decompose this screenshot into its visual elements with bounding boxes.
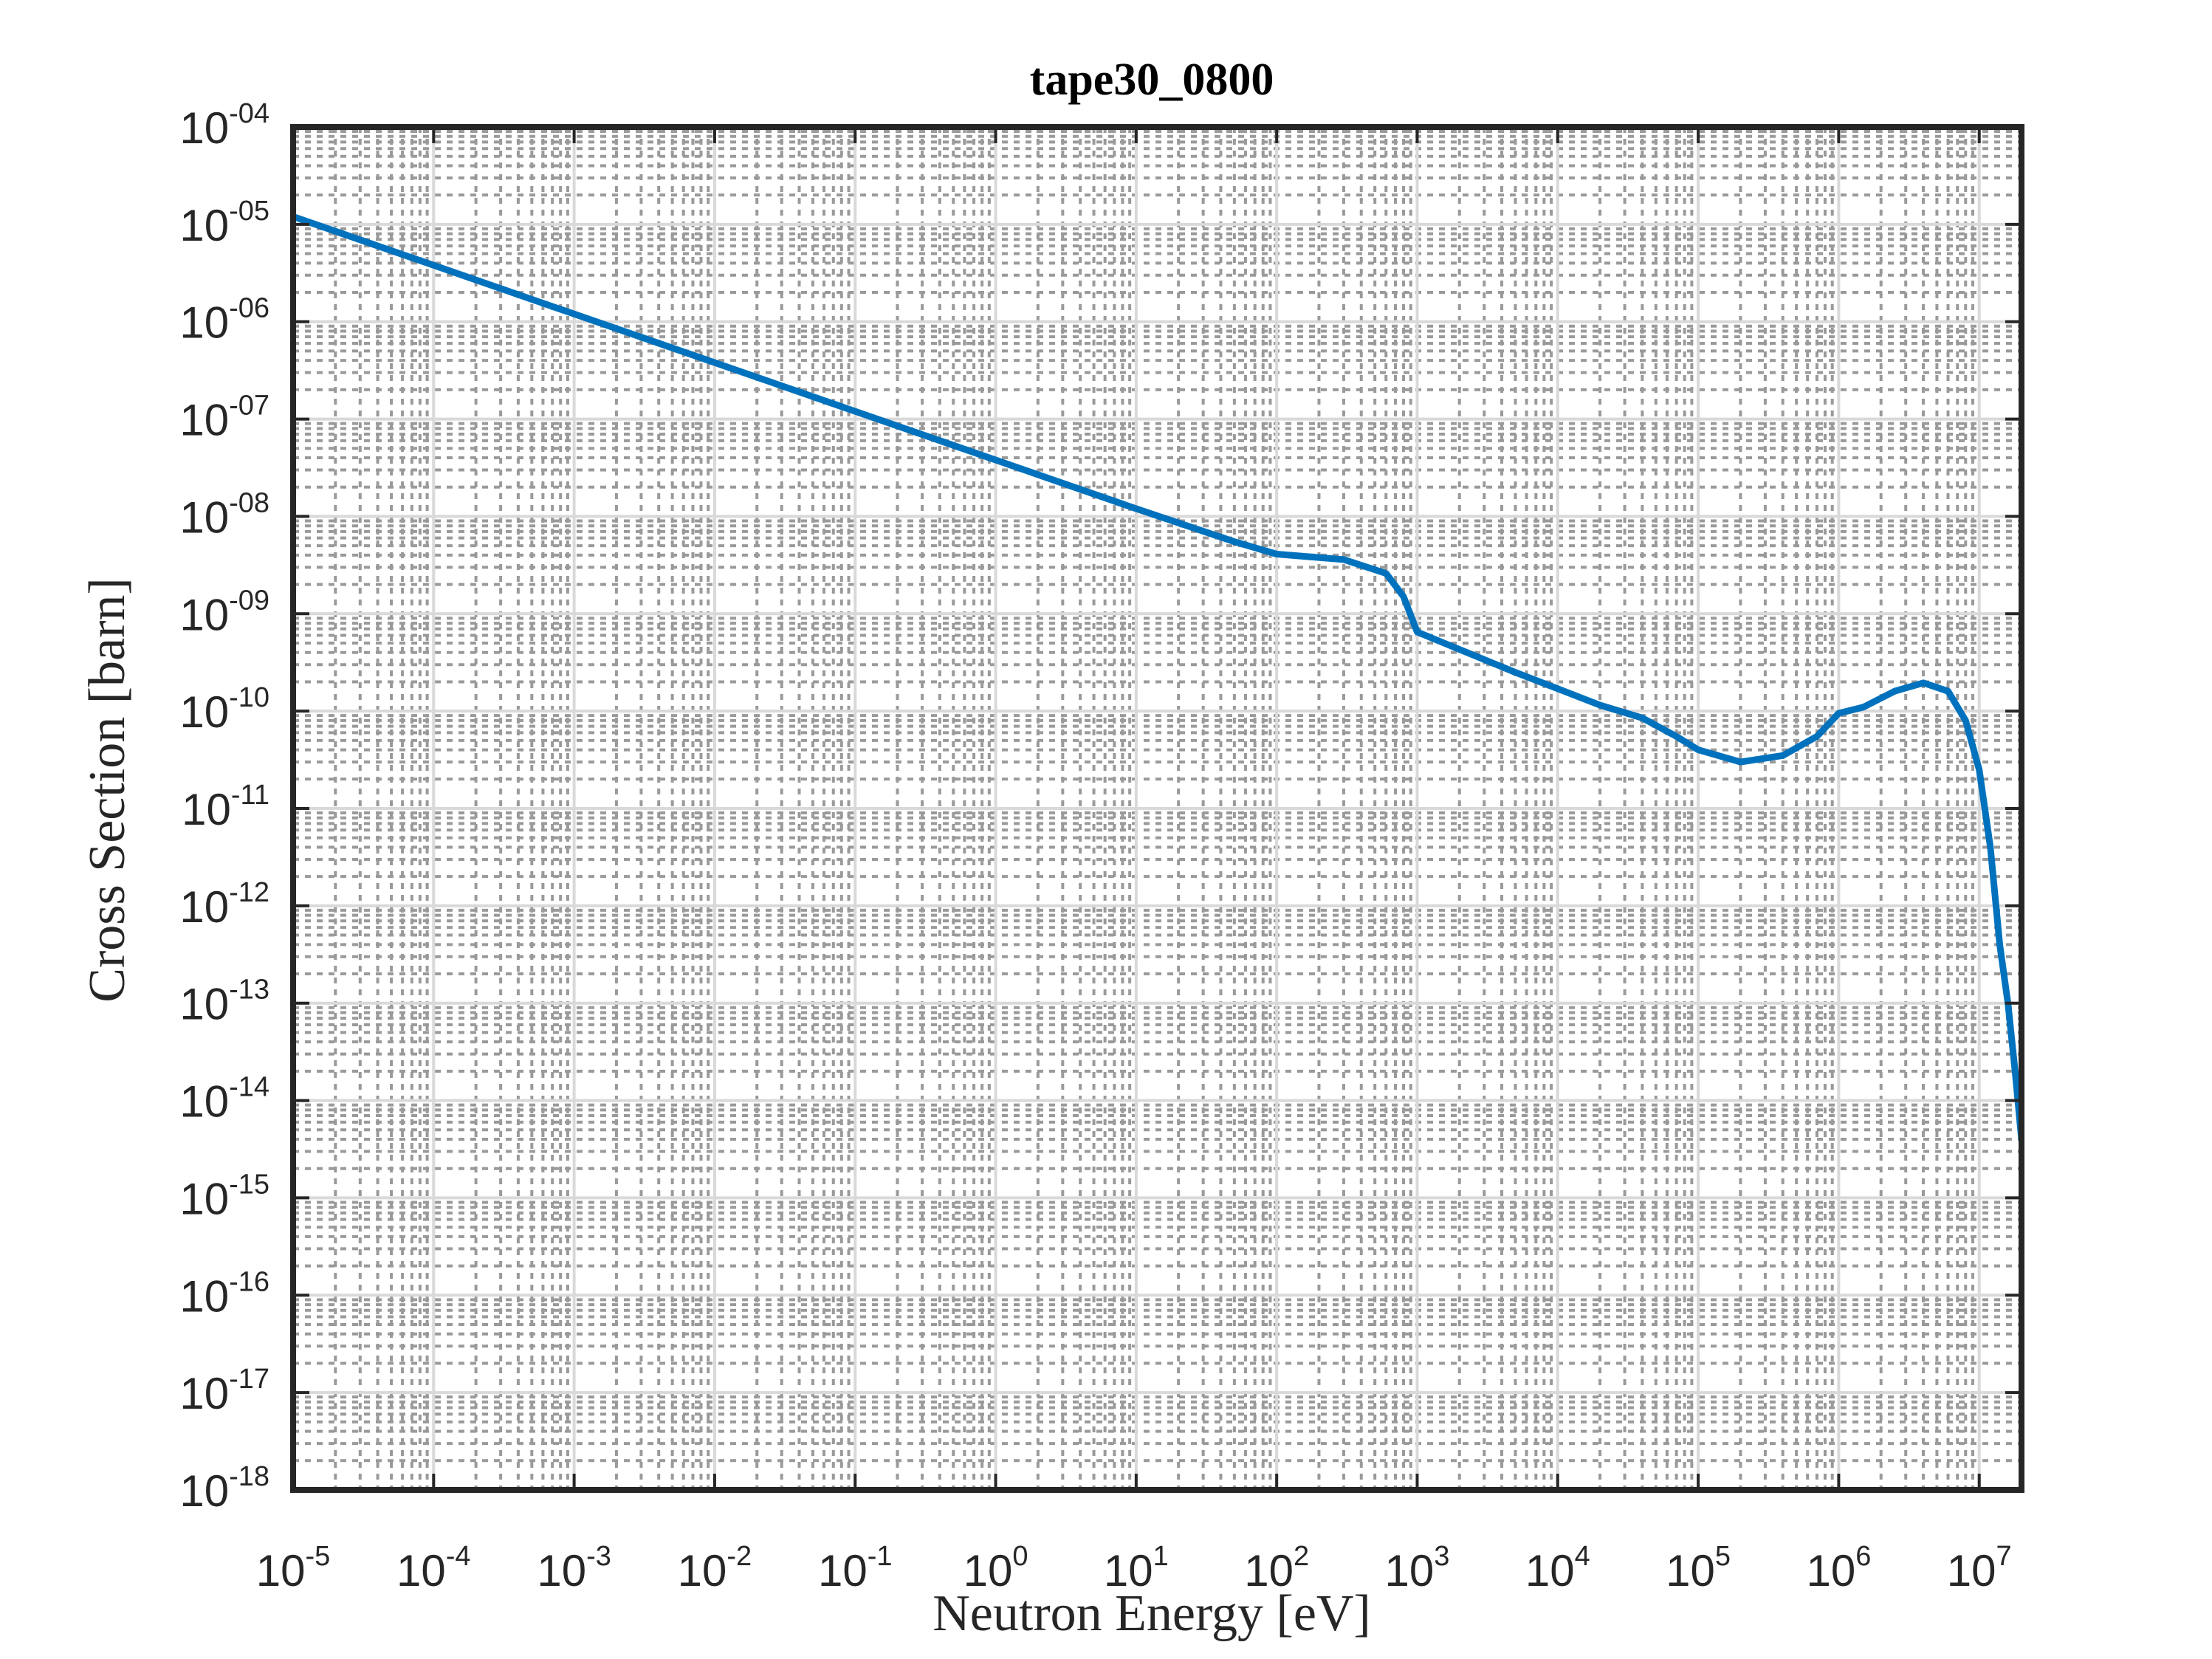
x-tick-label: 10-1 [818,1541,893,1596]
x-tick-label: 104 [1525,1541,1590,1596]
y-tick-label: 10-15 [179,1169,269,1223]
data-point [1417,632,1418,633]
series-layer [293,213,2022,1143]
y-tick-label: 10-13 [179,975,269,1029]
y-tick-label: 10-12 [179,877,269,932]
y-tick-label: 10-06 [179,293,269,348]
data-point [855,411,856,412]
x-tick-label: 10-2 [678,1541,752,1596]
x-tick-label: 102 [1244,1541,1309,1596]
data-point [1965,720,1966,721]
data-point [1557,688,1558,689]
chart-title: tape30_0800 [1030,55,1274,105]
x-axis-label: Neutron Energy [eV] [932,1585,1371,1642]
y-tick-label: 10-11 [182,780,269,834]
data-point [1459,649,1460,650]
x-tick-label: 10-5 [256,1541,331,1596]
data-point [433,265,434,266]
x-tick-label: 105 [1666,1541,1731,1596]
x-tick-label: 100 [964,1541,1028,1596]
x-tick-label: 10-3 [537,1541,611,1596]
series-line [293,213,2022,1143]
data-point [1990,847,1991,848]
data-point [1386,573,1387,574]
data-point [1782,755,1783,756]
y-tick-label: 10-18 [179,1461,269,1516]
tick-marks [292,126,2022,1491]
x-tick-label: 106 [1806,1541,1871,1596]
y-axis-label: Cross Section [barn] [79,577,136,1002]
y-tick-label: 10-05 [179,196,269,250]
y-tick-label: 10-17 [179,1364,269,1418]
data-point [1676,736,1677,737]
y-tick-label: 10-16 [179,1266,269,1321]
data-point [1816,736,1817,737]
y-tick-label: 10-04 [179,98,269,153]
data-point [1515,672,1516,673]
data-point [1600,705,1601,706]
minor-grid [293,127,2023,1490]
x-tick-labels: 10-5 10-4 10-3 10-2 10-1 100 101 102 103 104 105 10… [256,1541,2012,1596]
data-point [1698,749,1699,750]
data-point [995,460,996,461]
x-tick-label: 103 [1385,1541,1450,1596]
data-point [1923,682,1924,683]
x-tick-label: 10-4 [396,1541,471,1596]
x-tick-label: 101 [1104,1541,1169,1596]
y-tick-label: 10-14 [179,1072,269,1127]
data-point [1740,762,1741,763]
y-tick-labels: 10-04 10-05 10-06 10-07 10-08 10-09 10-10 10-11… [179,98,269,1516]
y-tick-label: 10-10 [179,682,269,737]
data-point [1838,713,1839,714]
data-point [1999,944,2000,945]
y-tick-label: 10-08 [179,487,269,542]
x-tick-label: 107 [1947,1541,2012,1596]
y-tick-label: 10-07 [179,391,269,445]
y-tick-label: 10-09 [179,585,269,639]
